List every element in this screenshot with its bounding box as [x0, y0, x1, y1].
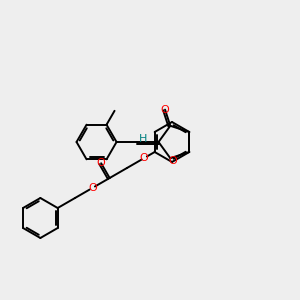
- Text: O: O: [168, 156, 177, 166]
- Text: H: H: [140, 134, 148, 144]
- Text: O: O: [139, 153, 148, 163]
- Text: O: O: [161, 105, 170, 115]
- Text: O: O: [97, 158, 106, 168]
- Text: O: O: [88, 183, 97, 193]
